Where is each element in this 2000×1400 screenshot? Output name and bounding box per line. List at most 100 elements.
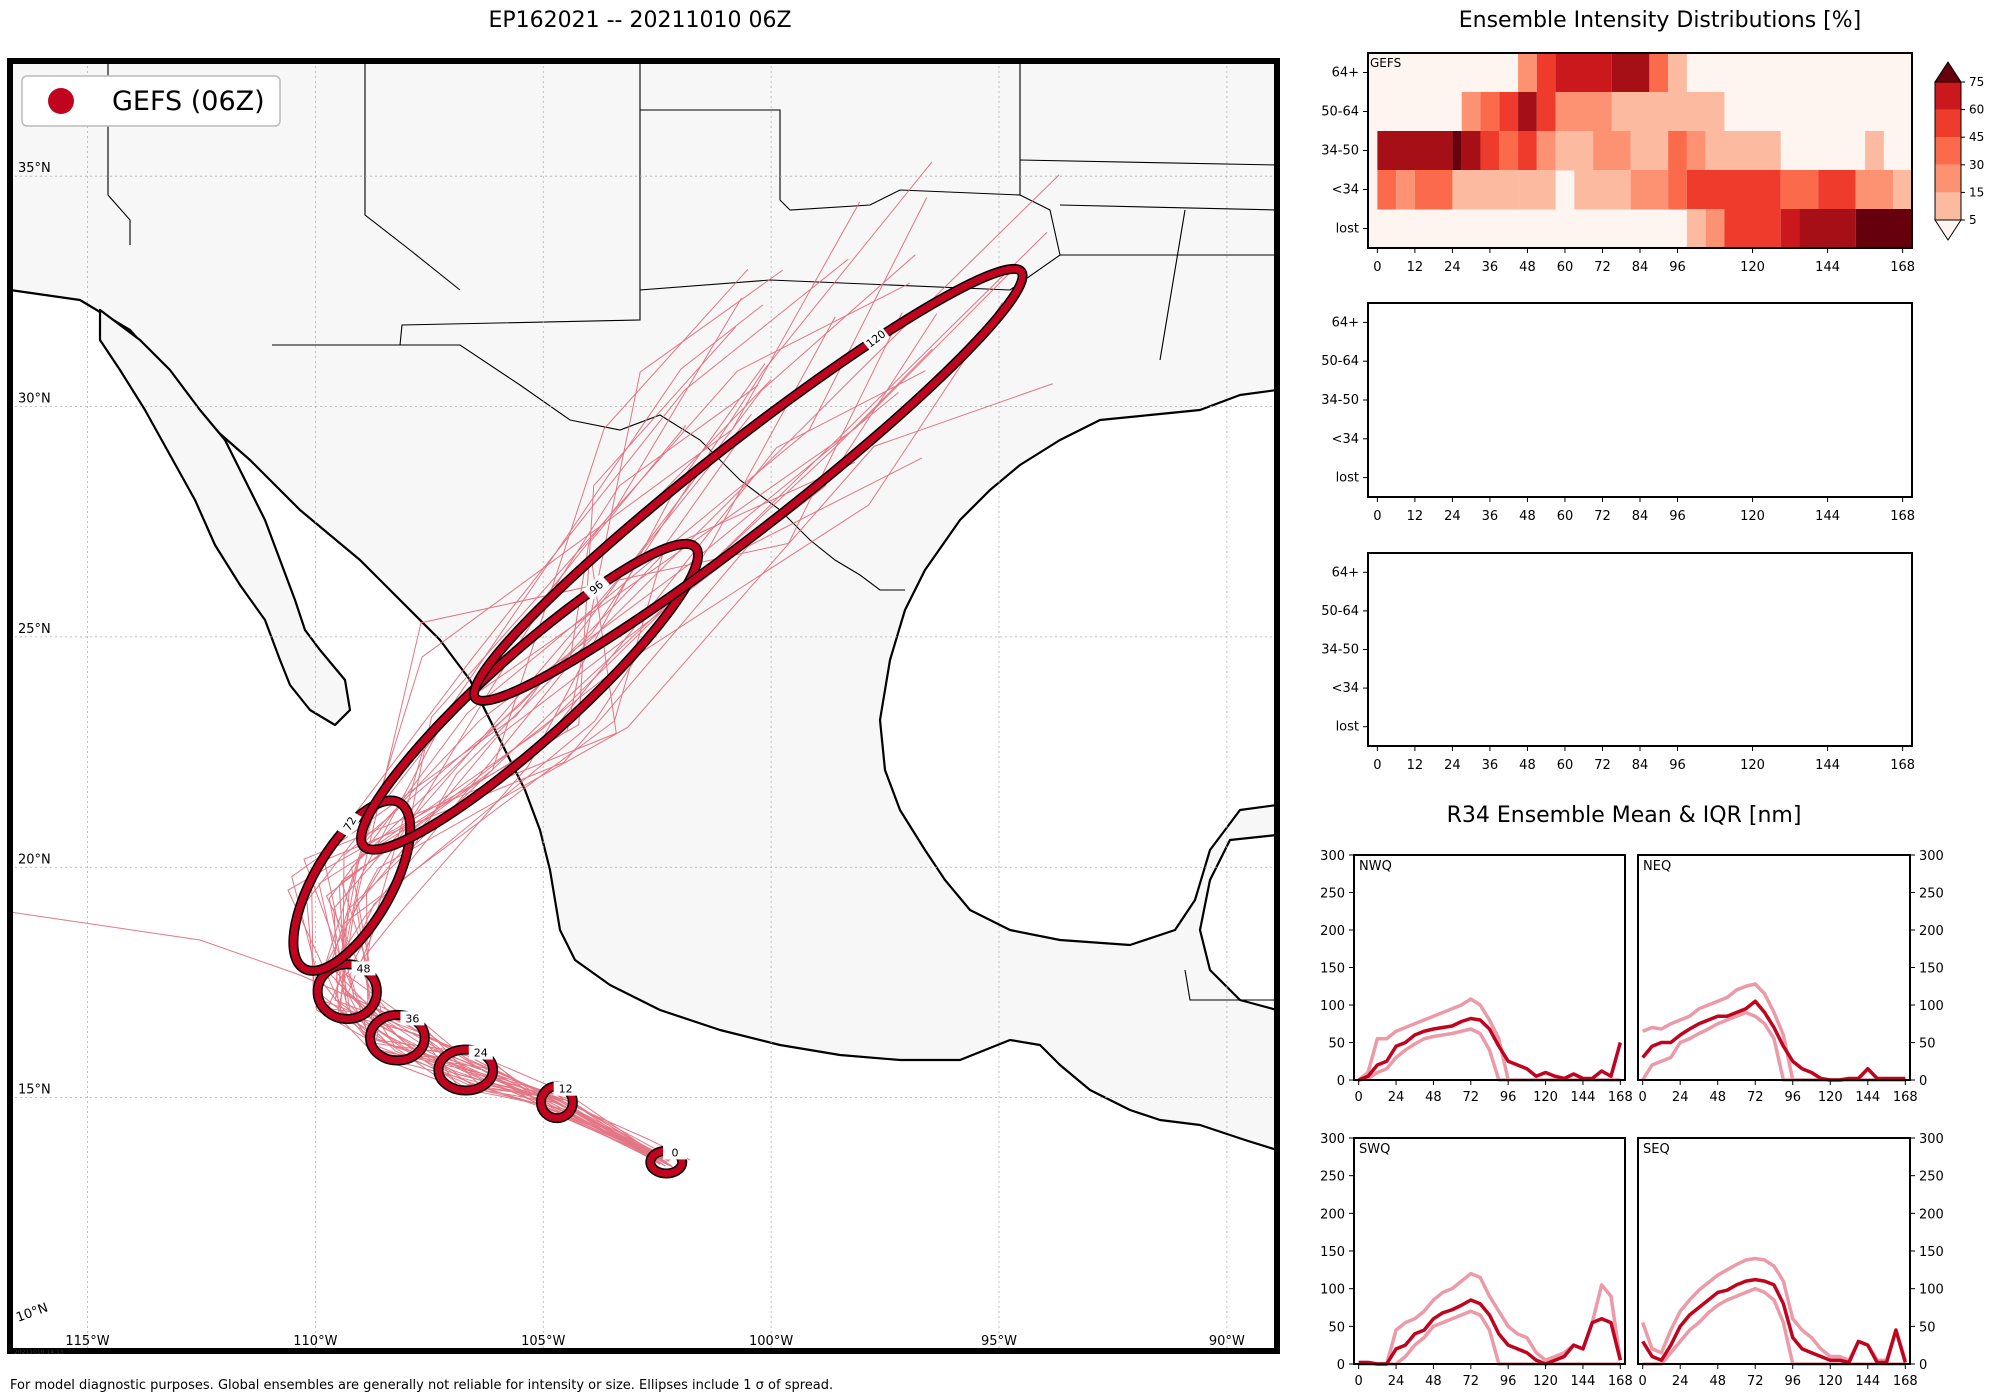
heatmap-cell	[1518, 131, 1537, 171]
r34-x-tick-label: 96	[1784, 1374, 1801, 1389]
heatmap-cell	[1555, 92, 1612, 132]
r34-mean-line	[1641, 1277, 1907, 1365]
heatmap-empty-1: 64+ 50-64 34-50 <34 lost 0 12 24 36 48 60 72 84 96 120…	[1321, 302, 1915, 524]
r34-y-tick-label: 50	[1919, 1037, 1936, 1052]
heatmap-cell	[1668, 131, 1687, 171]
heatmap-x-tick-label: 48	[1519, 758, 1536, 773]
r34-q1-line	[1358, 1309, 1621, 1366]
r34-y-tick-label: 200	[1919, 924, 1944, 939]
colorbar-segment	[1935, 109, 1961, 138]
heatmap-x-tick-label: 96	[1669, 509, 1686, 524]
r34-panel-label: SEQ	[1643, 1142, 1670, 1157]
heatmap-x-tick-label: 96	[1669, 260, 1686, 275]
heatmap-row-label: 34-50	[1321, 643, 1359, 658]
r34-y-tick-label: 50	[1328, 1037, 1345, 1052]
r34-y-tick-label: 250	[1919, 1170, 1944, 1185]
ensemble-track	[333, 413, 752, 1162]
ensemble-track	[325, 302, 1004, 1160]
r34-y-tick-label: 100	[1919, 999, 1944, 1014]
heatmap-x-tick-label: 0	[1373, 758, 1381, 773]
heatmap-cell	[1705, 209, 1725, 249]
r34-y-tick-label: 50	[1919, 1320, 1936, 1335]
heatmap-cell	[1452, 170, 1519, 210]
ensemble-track	[335, 231, 1048, 1168]
heatmap-x-tick-label: 120	[1740, 509, 1765, 524]
lat-tick-label: 30°N	[18, 392, 51, 407]
heatmap-cell	[1855, 170, 1894, 210]
colorbar-segment	[1935, 192, 1961, 220]
r34-mean-line	[1358, 1016, 1623, 1082]
ellipse-label-bg	[351, 961, 376, 976]
legend-swatch	[48, 88, 74, 114]
heatmap-cell	[1593, 131, 1631, 171]
heatmap-row-label: 50-64	[1321, 604, 1359, 619]
heatmap-cell	[1555, 53, 1612, 93]
heatmap-frame	[1367, 302, 1913, 498]
heatmap-cell	[1536, 92, 1556, 132]
r34-x-tick-label: 48	[1709, 1090, 1726, 1105]
r34-x-tick-label: 0	[1355, 1374, 1363, 1389]
lon-tick-label: 110°W	[293, 1334, 337, 1349]
lon-tick-label: 95°W	[981, 1334, 1017, 1349]
legend-box[interactable]	[21, 75, 281, 127]
r34-y-tick-label: 0	[1337, 1358, 1345, 1373]
heatmap-x-tick-label: 84	[1632, 260, 1649, 275]
heatmap-cell	[1574, 170, 1631, 210]
heatmap-empty-2: 64+ 50-64 34-50 <34 lost 0 12 24 36 48 60 72 84 96 120…	[1321, 552, 1915, 773]
heatmap-cell	[1555, 131, 1594, 171]
ellipse-hour-label: 24	[474, 1047, 488, 1060]
r34-x-tick-label: 48	[1709, 1374, 1726, 1389]
map-title: EP162021 -- 20211010 06Z	[488, 8, 792, 33]
lon-tick-label: 90°W	[1209, 1334, 1245, 1349]
ellipse-hour-label: 36	[405, 1012, 419, 1025]
heatmap-cell	[1705, 131, 1781, 171]
heatmap-cell	[1611, 53, 1650, 93]
colorbar-tick-label: 30	[1969, 158, 1984, 172]
r34-panel-seq: SEQ 0 50 100 150 200 250 300 0 24 48 72 96 120 144 168	[1637, 1132, 1944, 1389]
colorbar-tick-label: 45	[1969, 130, 1984, 144]
forecast-ellipse: 96	[356, 538, 704, 855]
ellipse-label-bg	[468, 1045, 493, 1060]
forecast-ellipse: 36	[365, 1009, 430, 1066]
r34-x-tick-label: 144	[1571, 1374, 1596, 1389]
r34-panel-label: NEQ	[1643, 859, 1671, 874]
r34-x-tick-label: 24	[1388, 1090, 1405, 1105]
r34-y-tick-label: 100	[1320, 1283, 1345, 1298]
forecast-ellipse: 12	[535, 1081, 578, 1124]
legend-label: GEFS (06Z)	[112, 86, 265, 117]
r34-panel-nwq: NWQ 0 50 100 150 200 250 300 0 24 48 72 96 120 144 168	[1320, 849, 1633, 1105]
forecast-ellipse: 48	[312, 959, 382, 1024]
r34-y-tick-label: 0	[1919, 1074, 1927, 1089]
r34-x-tick-label: 72	[1747, 1090, 1764, 1105]
r34-y-tick-label: 100	[1919, 1283, 1944, 1298]
heatmap-row-label: lost	[1336, 222, 1359, 237]
ensemble-track	[341, 174, 1060, 1163]
heatmap-x-tick-label: 36	[1482, 260, 1499, 275]
heatmap-x-tick-label: 0	[1373, 260, 1381, 275]
heatmap-cell	[1396, 170, 1415, 210]
heatmap-x-tick-label: 12	[1407, 260, 1424, 275]
heatmap-cell	[1461, 92, 1481, 132]
heatmap-cell	[1818, 170, 1856, 210]
heatmap-row-label: 50-64	[1321, 105, 1359, 120]
colorbar-tick-label: 75	[1969, 75, 1984, 89]
heatmap-x-tick-label: 168	[1890, 260, 1915, 275]
r34-x-tick-label: 96	[1784, 1090, 1801, 1105]
heatmap-row-label: 64+	[1332, 565, 1359, 580]
heatmap-cell	[1780, 170, 1819, 210]
heatmap-cell	[1893, 170, 1912, 210]
heatmap-x-tick-label: 36	[1482, 509, 1499, 524]
heatmap-row-label: lost	[1336, 471, 1359, 486]
r34-x-tick-label: 144	[1571, 1090, 1596, 1105]
timestamp-stamp: 20211010 14:13	[14, 1349, 64, 1356]
lat-tick-label: 35°N	[18, 161, 51, 176]
ellipse-label-bg	[337, 809, 362, 838]
r34-x-tick-label: 0	[1639, 1090, 1647, 1105]
heatmap-cell	[1865, 131, 1884, 171]
heatmap-gefs: 64+ 50-64 34-50 <34 lost 0 12 24 36 48 60 72 84 96 120…	[1321, 52, 1915, 275]
colorbar-extend-high	[1934, 61, 1962, 83]
r34-x-tick-label: 72	[1463, 1090, 1480, 1105]
heatmap-x-tick-label: 144	[1815, 260, 1840, 275]
r34-y-tick-label: 150	[1320, 962, 1345, 977]
